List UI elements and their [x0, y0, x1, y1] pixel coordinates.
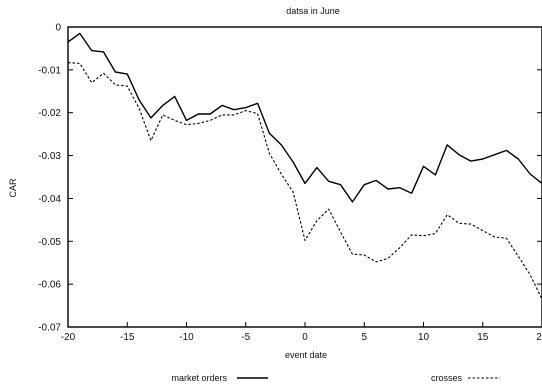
x-tick-label: -20 — [61, 332, 76, 343]
series-line-market-orders — [67, 32, 542, 203]
legend-label-crosses: crosses — [431, 373, 463, 383]
x-tick-label: -10 — [179, 332, 194, 343]
y-tick-label: -0.04 — [38, 194, 61, 205]
y-tick-label: 0 — [55, 23, 61, 34]
y-axis-label: CAR — [8, 178, 18, 198]
y-tick-label: -0.01 — [38, 65, 61, 76]
y-tick-label: -0.02 — [38, 108, 61, 119]
y-tick-label: -0.03 — [38, 151, 61, 162]
legend-label-market-orders: market orders — [171, 373, 227, 383]
y-tick-label: -0.07 — [38, 323, 61, 334]
series-line-crosses — [67, 62, 542, 300]
x-tick-label: 10 — [418, 332, 430, 343]
x-tick-label: -15 — [120, 332, 135, 343]
x-tick-label: 0 — [302, 332, 308, 343]
y-tick-label: -0.05 — [38, 237, 61, 248]
x-tick-label: 15 — [477, 332, 489, 343]
legend: market orders crosses — [171, 373, 500, 383]
chart-title: datsa in June — [286, 6, 340, 16]
x-tick-label: -5 — [241, 332, 250, 343]
series-layer — [67, 32, 542, 300]
x-axis-label: event date — [285, 350, 327, 360]
x-tick-label: 5 — [361, 332, 367, 343]
x-tick-label: 2 — [536, 332, 542, 343]
plot-frame — [67, 26, 542, 328]
y-tick-label: -0.06 — [38, 280, 61, 291]
